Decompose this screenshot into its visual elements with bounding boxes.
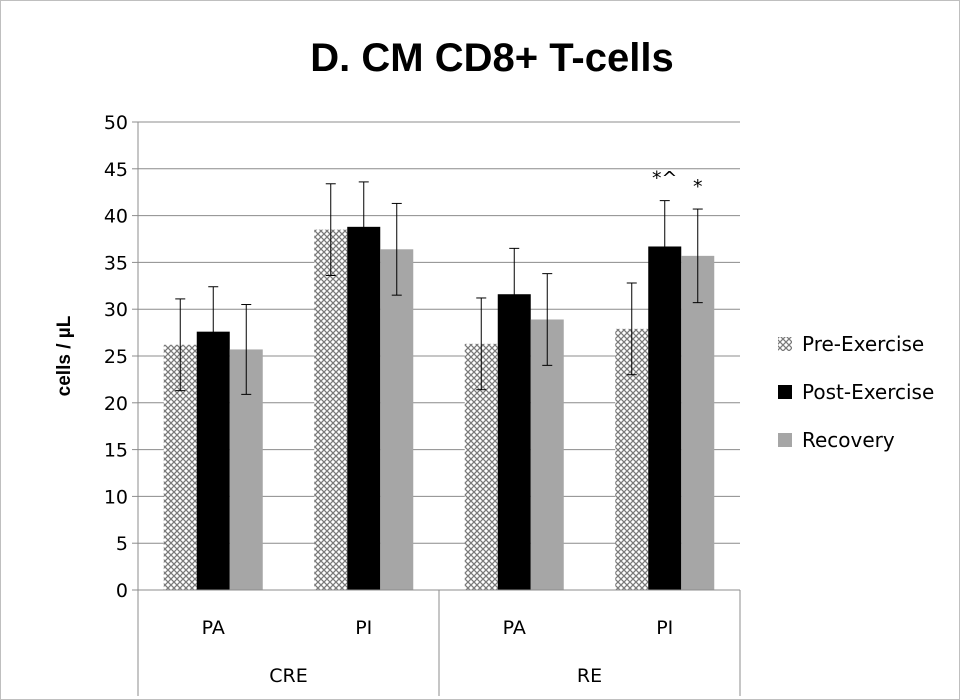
y-tick-label: 35 [104,252,128,274]
y-axis-label: cells / µL [54,315,75,396]
x-category-label: PA [503,617,526,639]
significance-marker: * [693,176,703,198]
y-tick-label: 10 [104,486,128,508]
y-tick-label: 45 [104,159,128,181]
y-tick-label: 30 [104,299,128,321]
legend-swatch [778,385,792,399]
bars-layer [163,181,715,590]
x-category-label: PA [202,617,225,639]
bar [497,294,531,590]
legend-label: Pre-Exercise [802,332,924,356]
legend-label: Post-Exercise [802,380,934,404]
bar [314,229,348,590]
x-group-label: CRE [269,665,307,687]
bar [648,246,682,590]
x-category-label: PI [656,617,673,639]
bar [681,255,715,590]
y-tick-label: 25 [104,346,128,368]
y-tick-label: 20 [104,393,128,415]
chart-title: D. CM CD8+ T-cells [310,36,674,80]
y-tick-label: 40 [104,206,128,228]
x-group-label: RE [577,665,602,687]
labels-layer: 0 5 10 15 20 25 30 35 40 45 50 cells / µL *^ * PA PI CRE… [54,112,703,687]
bar [347,226,381,590]
x-category-label: PI [355,617,372,639]
bar [380,249,414,590]
y-tick-label: 50 [104,112,128,134]
y-tick-label: 0 [116,580,128,602]
axes [132,121,741,696]
significance-marker: *^ [652,168,677,190]
legend-swatch [778,337,792,351]
legend-swatch [778,433,792,447]
y-tick-label: 15 [104,440,128,462]
legend: Pre-Exercise Post-Exercise Recovery [778,332,934,452]
legend-label: Recovery [802,428,895,452]
y-tick-label: 5 [116,533,128,555]
